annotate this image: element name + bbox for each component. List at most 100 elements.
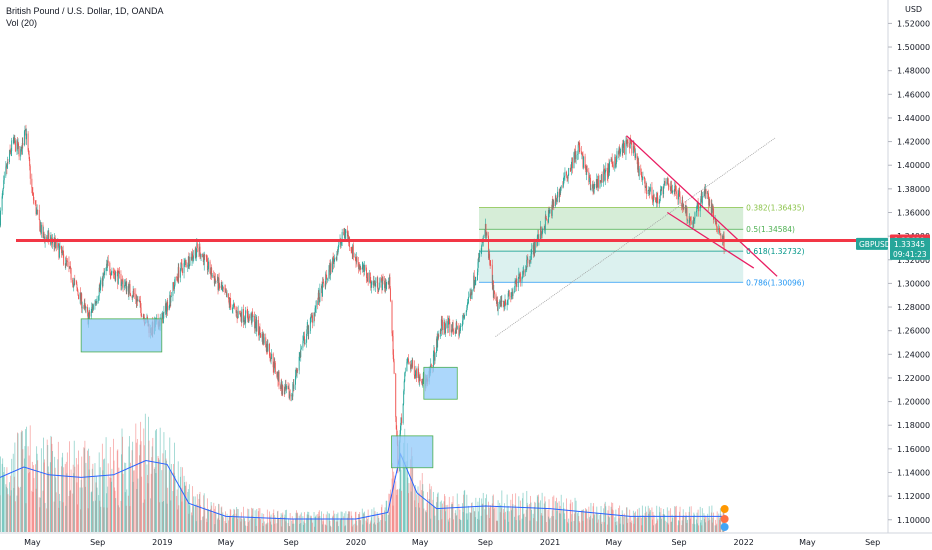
volume-bar [463,494,465,532]
volume-bar [261,513,263,532]
candle-body [627,139,628,143]
volume-bar [630,516,632,532]
candle-body [162,313,164,324]
volume-bar [68,496,70,532]
candle-body [415,369,417,375]
candle-body [534,241,536,253]
candle-body [22,143,24,146]
candle-body [366,269,368,279]
candle-body [29,166,31,179]
candle-body [47,232,49,236]
volume-bar [437,493,439,532]
candle-body [274,362,276,372]
candle-body [337,244,339,250]
candle-body [270,357,271,361]
volume-bar [362,512,364,532]
volume-bar [310,515,312,532]
candle-body [240,317,242,322]
candle-body [351,251,353,255]
candle-body [479,252,480,258]
candle-body [128,284,130,295]
volume-bar [615,525,617,532]
volume-bar [315,514,317,532]
volume-bar [511,493,513,532]
volume-bar [477,501,479,532]
candle-body [256,319,258,332]
candle-body [343,232,345,236]
volume-bar [318,510,320,532]
candle-body [166,301,168,307]
candle-body [367,273,369,282]
candle-body [248,315,250,319]
candle-body [548,210,549,223]
candle-body [530,259,531,261]
volume-bar [445,511,447,532]
volume-bar [406,443,408,532]
candle-body [684,205,686,210]
candle-body [231,308,233,310]
price-tick-label: 1.52000 [897,19,930,28]
candle-body [137,299,139,302]
volume-bar [372,523,374,532]
volume-bar [291,516,293,532]
volume-bar [174,442,175,532]
volume-bar [544,496,546,532]
volume-bar [419,480,421,532]
candle-body [523,270,525,272]
candle-body [6,161,8,169]
volume-bar [430,518,432,532]
candle-body [500,296,502,303]
candle-body [556,198,558,202]
volume-bar [59,500,61,532]
candle-body [349,237,351,248]
volume-bar [215,513,217,532]
volume-bar [712,517,714,532]
candle-body [511,291,513,297]
volume-bar [540,515,542,532]
volume-bar [496,520,498,532]
candle-body [614,156,616,169]
candle-body [596,179,598,187]
volume-bar [226,523,227,532]
candle-body [354,256,356,258]
candle-body [566,171,567,176]
time-tick-label: Sep [284,538,299,547]
volume-bar [410,459,412,532]
candle-body [173,282,174,286]
candle-body [586,168,588,175]
candle-body [667,178,669,184]
volume-bar [344,525,346,532]
candle-body [177,267,179,281]
candle-body [94,303,96,305]
volume-bar [6,467,8,532]
volume-bar [32,465,34,532]
volume-bar [296,510,297,532]
volume-bar [389,493,391,532]
volume-bar [141,476,143,532]
candle-body [237,310,239,319]
volume-bar [466,494,468,532]
volume-bar [58,507,60,532]
candle-body [313,312,315,323]
volume-bar [580,510,582,532]
volume-bar [210,508,212,532]
volume-bar [44,502,46,532]
candle-body [211,274,213,278]
candle-body [69,266,71,269]
candle-body [380,278,382,283]
volume-bar [644,513,646,532]
volume-bar [504,519,506,532]
candle-body [12,140,14,142]
candle-body [711,205,713,214]
candle-body [508,290,510,294]
candle-body [619,147,621,154]
volume-bar [667,524,669,532]
symbol-title[interactable]: British Pound / U.S. Dollar, 1D, OANDA [6,6,164,16]
candle-body [169,295,171,306]
candle-body [541,232,543,236]
candle-body [6,165,8,169]
candle-body [75,280,77,285]
volume-bar [243,518,245,532]
volume-indicator-label[interactable]: Vol (20) [6,18,38,28]
